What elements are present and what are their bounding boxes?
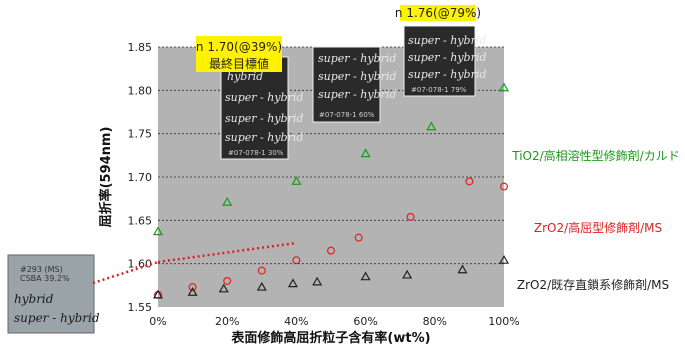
inset-photo-text-a: hybrid xyxy=(14,292,54,306)
series-2-point-8 xyxy=(457,264,468,274)
y-tick-label-1.55: 1.55 xyxy=(128,301,153,314)
series-1-point-9 xyxy=(500,182,509,191)
series-label-zro2-high: ZrO2/高屈型修飾剤/MS xyxy=(534,220,662,235)
series-0-point-3 xyxy=(360,148,371,158)
series-2-point-3 xyxy=(256,281,267,291)
sample-photo-79: super - hybrid super - hybrid super - hy… xyxy=(403,25,486,97)
photo-text-79b: super - hybrid xyxy=(408,51,486,64)
y-tick-label-1.60: 1.60 xyxy=(128,258,153,271)
series-label-tio2: TiO2/高相溶性型修飾剤/カルド xyxy=(511,148,679,163)
photo-text-30b: super - hybrid xyxy=(225,91,303,104)
photo-id-79: #07-078-1 79% xyxy=(411,86,467,94)
photo-text-79c: super - hybrid xyxy=(408,68,486,81)
x-tick-label-2: 40% xyxy=(284,315,308,328)
x-tick-label-5: 100% xyxy=(488,315,519,328)
y-tick-label-1.85: 1.85 xyxy=(128,41,153,54)
trend-dotted-line xyxy=(157,241,297,264)
series-1-point-2 xyxy=(223,277,232,286)
series-2-point-2 xyxy=(218,283,229,293)
y-tick-label-1.80: 1.80 xyxy=(128,84,153,97)
series-0-point-0 xyxy=(152,226,164,236)
series-1-point-6 xyxy=(354,233,363,242)
series-1-point-8 xyxy=(465,177,474,186)
series-0-point-5 xyxy=(498,82,510,92)
x-tick-label-3: 60% xyxy=(353,315,377,328)
y-tick-label-1.70: 1.70 xyxy=(128,171,153,184)
callout-79-text: n 1.76(@79%) xyxy=(395,6,481,20)
series-2-point-1 xyxy=(187,287,198,296)
callout-79-box xyxy=(400,5,476,21)
inset-connector-line xyxy=(92,260,159,285)
series-1-point-7 xyxy=(406,212,415,221)
series-1-point-1 xyxy=(188,283,197,292)
y-axis-title: 屈折率(594nm) xyxy=(98,127,114,228)
y-tick-label-1.75: 1.75 xyxy=(128,128,153,141)
photo-text-60c: super - hybrid xyxy=(318,88,396,101)
callout-39-box xyxy=(196,36,282,72)
series-label-zro2-existing: ZrO2/既存直鎖系修飾剤/MS xyxy=(517,277,669,292)
x-tick-label-1: 20% xyxy=(215,315,239,328)
x-tick-label-4: 80% xyxy=(423,315,447,328)
sample-photo-79-frame xyxy=(403,25,476,97)
data-points xyxy=(152,82,510,299)
photo-text-60b: super - hybrid xyxy=(318,70,396,83)
photo-text-30a: hybrid xyxy=(227,70,263,83)
callout-39-line2: 最終目標値 xyxy=(209,56,269,71)
photo-text-79a: super - hybrid xyxy=(408,34,486,47)
series-2-point-7 xyxy=(402,269,413,279)
photo-text-30c: super - hybrid xyxy=(225,112,303,125)
y-tick-label-1.65: 1.65 xyxy=(128,214,153,227)
series-0-point-2 xyxy=(291,176,302,185)
x-tick-label-0: 0% xyxy=(149,315,166,328)
inset-label-line1: #293 (MS) xyxy=(20,265,63,274)
callout-39-target: n 1.70(@39%) 最終目標値 xyxy=(196,36,282,72)
series-2-point-4 xyxy=(287,278,298,288)
inset-label-line2: CSBA 39.2% xyxy=(20,274,70,283)
inset-photo-left-frame xyxy=(7,254,95,334)
x-axis-title: 表面修飾高屈折粒子含有率(wt%) xyxy=(230,330,430,346)
series-2-point-9 xyxy=(498,254,510,264)
series-1-point-5 xyxy=(327,246,336,255)
series-0-point-4 xyxy=(426,121,437,131)
sample-photo-30: hybrid super - hybrid super - hybrid sup… xyxy=(220,56,303,160)
sample-photo-30-frame xyxy=(220,56,289,160)
inset-photo-left: #293 (MS) CSBA 39.2% hybrid super - hybr… xyxy=(7,254,100,334)
series-2-point-5 xyxy=(312,276,323,286)
sample-photo-60-frame xyxy=(312,46,381,123)
sample-photo-60: super - hybrid super - hybrid super - hy… xyxy=(312,46,396,123)
photo-text-30d: super - hybrid xyxy=(225,131,303,144)
photo-id-60: #07-078-1 60% xyxy=(319,111,375,119)
callout-39-line1: n 1.70(@39%) xyxy=(196,40,282,54)
series-0-point-1 xyxy=(222,196,233,206)
inset-photo-label: #293 (MS) CSBA 39.2% xyxy=(20,265,70,283)
photo-id-30: #07-078-1 30% xyxy=(228,149,284,157)
axis-ticks: 1.55 1.60 1.65 1.70 1.75 1.80 1.85 0% 20% 40% 60% 8… xyxy=(128,41,520,328)
photo-text-60a: super - hybrid xyxy=(318,52,396,65)
inset-photo-text-b: super - hybrid xyxy=(14,311,100,325)
series-2-point-0 xyxy=(152,289,164,299)
series-2-point-6 xyxy=(360,271,371,281)
callout-79: n 1.76(@79%) xyxy=(395,5,481,21)
series-1-point-3 xyxy=(257,266,266,275)
series-1-point-4 xyxy=(292,256,301,265)
